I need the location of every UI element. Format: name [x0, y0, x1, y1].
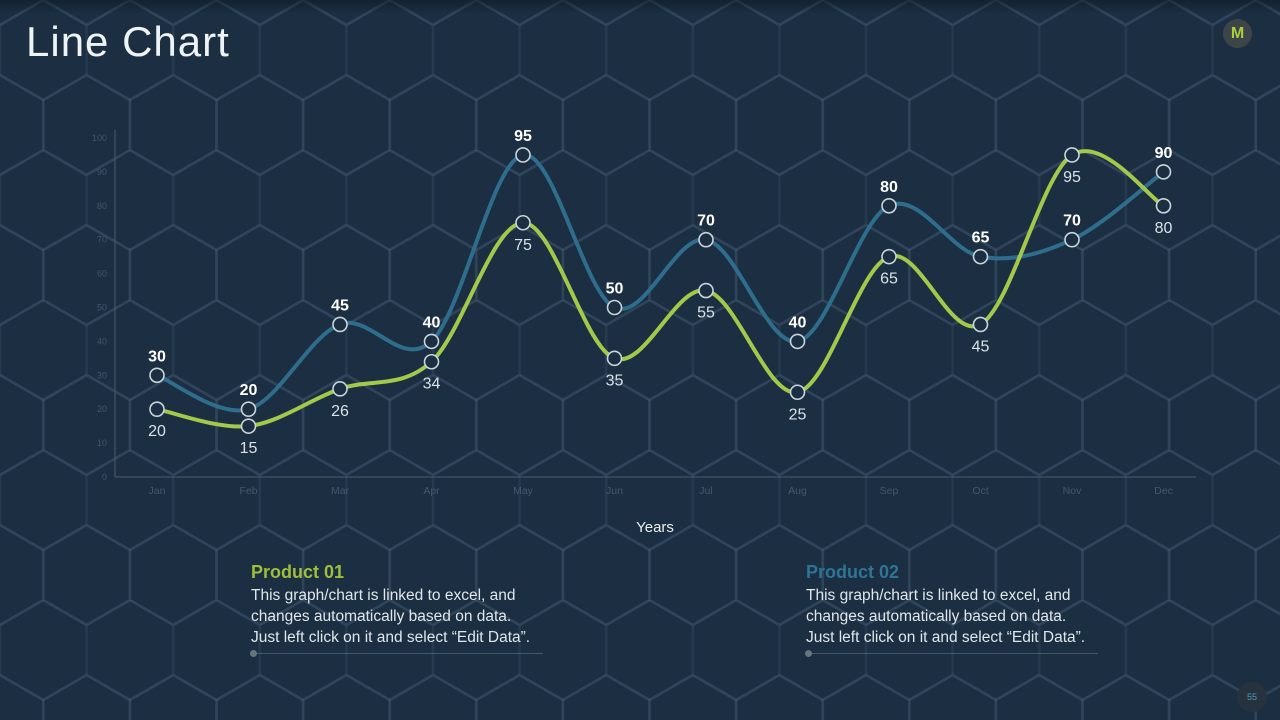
note-product-02-body-line-2: changes automatically based on data.	[806, 608, 1067, 625]
note-product-01-rule	[250, 650, 543, 657]
brand-logo: M	[1223, 19, 1252, 48]
product-01-point-label: 75	[514, 237, 532, 254]
x-tick-label: Feb	[239, 485, 257, 497]
product-02-point-label: 70	[1063, 213, 1081, 230]
product-02-point-marker	[149, 367, 165, 384]
brand-logo-letter: M	[1230, 24, 1245, 42]
product-02-point-marker	[1155, 164, 1172, 180]
y-tick-label: 0	[102, 472, 107, 482]
y-tick-label: 10	[97, 438, 107, 448]
note-product-02-rule	[805, 650, 1098, 657]
product-02-point-label: 80	[880, 179, 898, 196]
product-02-point-marker	[881, 198, 897, 214]
product-02-point-label: 20	[240, 382, 258, 399]
note-product-01-body-line-1: This graph/chart is linked to excel, and	[251, 587, 516, 604]
y-tick-label: 20	[97, 404, 107, 414]
note-product-02-body-line-1: This graph/chart is linked to excel, and	[806, 587, 1071, 604]
y-tick-label: 100	[92, 133, 107, 143]
product-01-point-marker	[698, 282, 714, 299]
product-02-point-label: 40	[423, 314, 441, 331]
product-01-point-marker	[240, 418, 257, 434]
product-02-point-label: 90	[1155, 145, 1173, 162]
product-01-point-label: 35	[606, 372, 624, 389]
product-02-point-label: 45	[331, 297, 349, 314]
product-01-point-label: 80	[1155, 220, 1173, 237]
x-tick-label: Dec	[1154, 485, 1173, 497]
x-tick-label: May	[513, 485, 534, 497]
y-tick-label: 90	[97, 167, 107, 177]
product-02-point-marker	[515, 147, 531, 163]
y-tick-label: 40	[97, 336, 107, 346]
product-01-point-label: 45	[972, 338, 990, 355]
product-01-point-label: 65	[880, 271, 898, 288]
x-tick-label: Aug	[788, 485, 807, 497]
product-02-point-label: 50	[606, 281, 624, 298]
product-02-point-label: 40	[789, 314, 807, 331]
product-01-point-marker	[881, 248, 897, 265]
y-tick-label: 70	[97, 235, 107, 245]
product-01-point-marker	[149, 401, 165, 418]
product-02-point-label: 70	[697, 213, 715, 230]
product-01-point-label: 25	[789, 406, 807, 423]
product-01-point-marker	[789, 384, 806, 401]
slide-title: Line Chart	[26, 18, 230, 65]
product-01-point-label: 95	[1063, 169, 1081, 186]
product-01-point-label: 15	[240, 440, 258, 457]
y-tick-label: 80	[97, 201, 107, 211]
product-02-point-label: 95	[514, 128, 532, 145]
note-product-02-heading: Product 02	[806, 562, 900, 582]
product-02-point-label: 30	[148, 348, 166, 365]
product-02-point-marker	[423, 333, 440, 350]
product-02-point-marker	[1064, 231, 1080, 248]
x-tick-label: Jun	[606, 485, 623, 497]
x-tick-label: Jan	[149, 485, 166, 497]
note-product-02: Product 02 This graph/chart is linked to…	[805, 561, 1106, 657]
x-axis-title: Years	[636, 519, 674, 536]
x-tick-label: Apr	[423, 485, 440, 497]
product-01-point-label: 55	[697, 305, 715, 322]
product-02-point-label: 65	[972, 230, 990, 247]
x-tick-label: Nov	[1063, 485, 1082, 497]
y-tick-label: 30	[97, 370, 107, 380]
x-tick-label: Mar	[331, 485, 350, 497]
product-02-point-marker	[332, 316, 348, 333]
x-tick-label: Sep	[880, 485, 899, 497]
x-tick-label: Oct	[972, 485, 988, 497]
product-02-line	[155, 152, 1166, 413]
x-tick-label: Jul	[699, 485, 712, 497]
product-01-point-marker	[1064, 147, 1080, 163]
note-product-01-body-line-3: Just left click on it and select “Edit D…	[251, 629, 531, 646]
note-product-01-heading: Product 01	[251, 562, 345, 582]
product-01-point-marker	[972, 316, 989, 333]
product-02-point-marker	[240, 401, 257, 418]
product-01-point-marker	[606, 350, 623, 367]
y-tick-label: 60	[97, 269, 107, 279]
note-product-01: Product 01 This graph/chart is linked to…	[250, 561, 551, 657]
rule-dot	[250, 650, 257, 657]
product-02-point-marker	[606, 299, 623, 316]
rule-dot	[805, 650, 812, 657]
page-number: 55	[1246, 692, 1257, 702]
product-01-point-marker	[515, 214, 531, 231]
product-01-point-label: 20	[148, 423, 166, 440]
product-02-point-marker	[698, 231, 714, 248]
product-01-point-marker	[332, 381, 348, 397]
product-01-point-label: 34	[423, 376, 441, 393]
product-01-point-marker	[1155, 198, 1172, 214]
product-02-point-marker	[789, 333, 806, 350]
product-01-point-marker	[423, 353, 440, 370]
page-number-badge: 55	[1237, 682, 1267, 712]
product-01-line	[155, 149, 1166, 429]
product-02-point-marker	[972, 248, 989, 265]
note-product-02-body-line-3: Just left click on it and select “Edit D…	[806, 629, 1086, 646]
y-tick-label: 50	[97, 303, 107, 313]
product-01-point-label: 26	[331, 403, 349, 420]
note-product-01-body-line-2: changes automatically based on data.	[251, 608, 512, 625]
